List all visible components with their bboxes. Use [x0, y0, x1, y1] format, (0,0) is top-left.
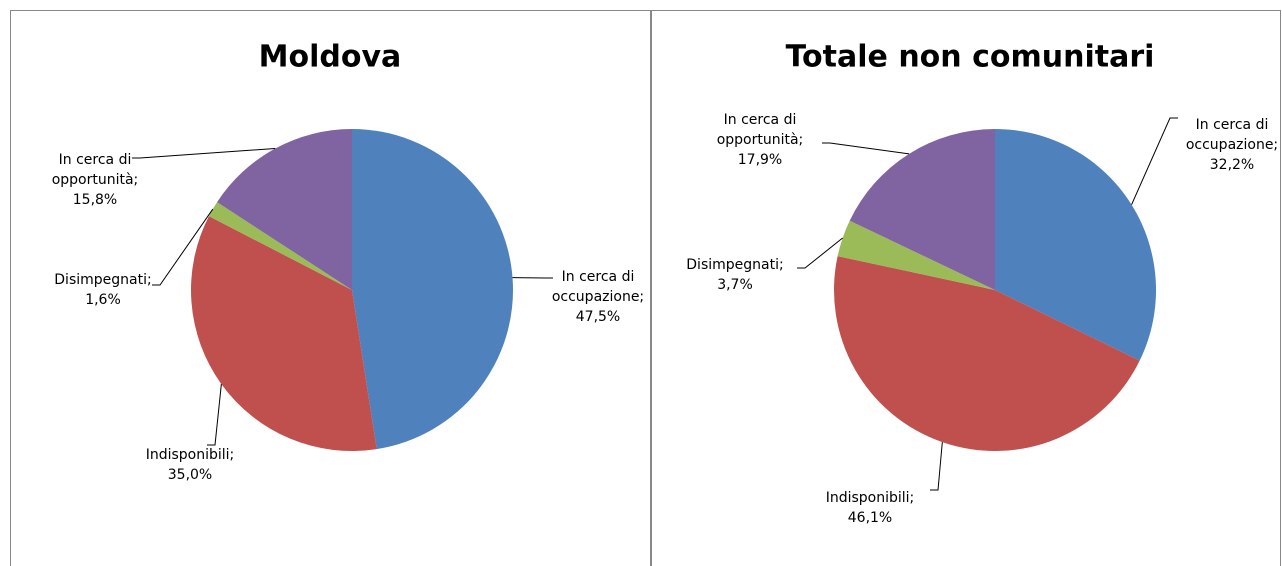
chart-title: Totale non comunitari: [786, 40, 1155, 75]
pie-slice: [352, 129, 513, 450]
pie-slice: [837, 220, 995, 290]
data-label: Disimpegnati; 3,7%: [686, 257, 784, 293]
leader-line: [1131, 117, 1178, 205]
pie-slice: [995, 129, 1156, 361]
data-label: In cerca di occupazione; 32,2%: [1185, 117, 1279, 173]
pie-slice: [217, 129, 352, 290]
data-label: Indisponibili; 35,0%: [145, 447, 235, 483]
data-label: Disimpegnati; 1,6%: [54, 272, 152, 308]
pie-slice: [191, 216, 377, 451]
pie-slice: [849, 129, 995, 290]
data-label: In cerca di opportunità; 15,8%: [51, 152, 139, 208]
leader-line: [797, 237, 843, 269]
frame: [10, 10, 1281, 566]
leader-line: [132, 147, 276, 159]
data-label: In cerca di opportunità; 17,9%: [716, 112, 804, 168]
leader-line: [207, 384, 222, 446]
pie-slice: [834, 256, 1140, 451]
chart-title: Moldova: [259, 40, 402, 75]
data-label: Indisponibili; 46,1%: [825, 490, 915, 526]
leader-line: [152, 208, 214, 286]
data-label: In cerca di occupazione; 47,5%: [551, 269, 645, 325]
leader-line: [930, 442, 943, 491]
pie-slice: [208, 202, 352, 290]
leader-line: [822, 142, 910, 155]
